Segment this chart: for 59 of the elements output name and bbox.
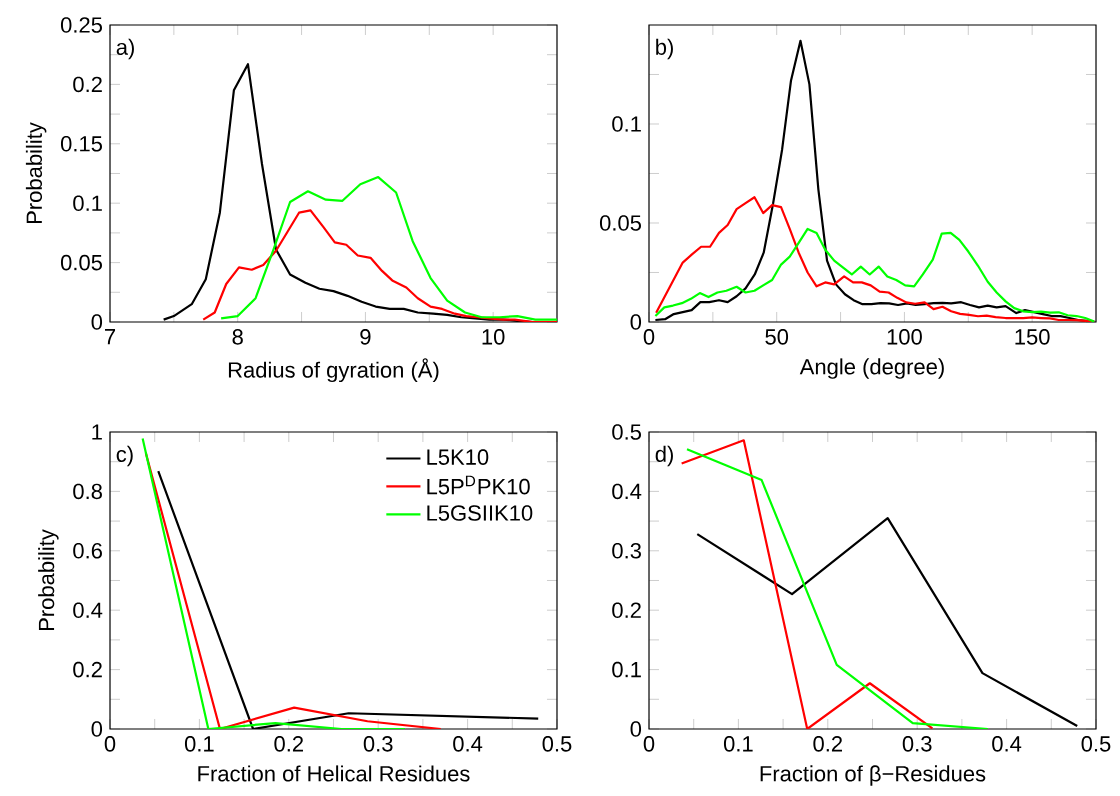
y-tick-label: 0.1	[73, 195, 102, 211]
legend-label: L5P$^{D}$PK10	[427, 475, 530, 495]
y-tick-label: 0.1	[612, 116, 641, 132]
y-tick-label: 0	[630, 721, 642, 737]
y-axis-title: Probability	[25, 122, 47, 224]
x-tick-label: 0.4	[992, 736, 1022, 752]
x-tick-label: 0.1	[184, 736, 214, 752]
y-tick-label: 0.4	[73, 602, 103, 618]
annotation: a)	[116, 38, 134, 60]
x-tick-label: 0.2	[274, 736, 303, 752]
x-axis-title: Fraction of Helical Residues	[198, 765, 470, 782]
y-tick-label: 0.2	[612, 602, 641, 618]
y-tick-label: 0	[91, 314, 103, 330]
y-tick-label: 0.6	[73, 543, 102, 559]
line-series	[685, 448, 989, 729]
x-axis-title: Radius of gyration (Å)	[228, 358, 439, 383]
annotation: b)	[656, 38, 673, 60]
y-tick-label: 0.1	[612, 661, 641, 678]
x-axis-title: Angle (degree)	[799, 358, 944, 379]
x-tick-label: 10	[482, 329, 505, 345]
y-tick-label: 0.8	[73, 483, 102, 500]
x-tick-label: 8	[232, 329, 243, 345]
x-tick-label: 0	[643, 736, 655, 752]
x-tick-label: 0.1	[723, 736, 753, 752]
x-tick-label: 150	[1015, 329, 1050, 345]
line-series	[654, 227, 1096, 322]
y-tick-label: 0.05	[60, 254, 102, 271]
legend-label: L5K10	[427, 449, 489, 465]
y-tick-label: 0.2	[73, 76, 102, 93]
line-series	[202, 209, 557, 322]
x-tick-label: 0	[643, 329, 655, 345]
x-tick-label: 0.3	[902, 736, 932, 752]
y-tick-label: 0	[91, 721, 103, 737]
line-series	[680, 439, 934, 729]
y-tick-label: 0.3	[612, 543, 641, 559]
x-tick-label: 0.5	[1081, 736, 1111, 752]
y-tick-label: 0.5	[612, 424, 641, 440]
y-tick-label: 0.25	[60, 17, 102, 33]
y-tick-label: 0.15	[60, 136, 102, 152]
x-tick-label: 9	[360, 329, 371, 345]
line-series	[220, 175, 557, 321]
y-tick-label: 0.05	[599, 215, 641, 231]
y-tick-label: 0.4	[612, 483, 642, 500]
x-tick-label: 50	[765, 329, 789, 345]
x-tick-label: 0.4	[453, 736, 483, 752]
y-tick-label: 1	[92, 424, 102, 440]
x-tick-label: 0.3	[363, 736, 393, 752]
x-tick-label: 100	[887, 329, 922, 345]
x-axis-title: Fraction of β−Residues	[760, 765, 986, 786]
x-tick-label: 0.5	[542, 736, 572, 752]
annotation: c)	[116, 445, 133, 467]
x-tick-label: 0	[104, 736, 116, 752]
y-axis-title: Probability	[38, 529, 59, 631]
legend-label: L5GSIIK10	[427, 505, 533, 521]
annotation: d)	[655, 445, 673, 467]
y-tick-label: 0.2	[73, 661, 102, 678]
y-tick-label: 0	[630, 314, 642, 330]
x-tick-label: 7	[105, 329, 116, 345]
x-tick-label: 0.2	[813, 736, 842, 752]
